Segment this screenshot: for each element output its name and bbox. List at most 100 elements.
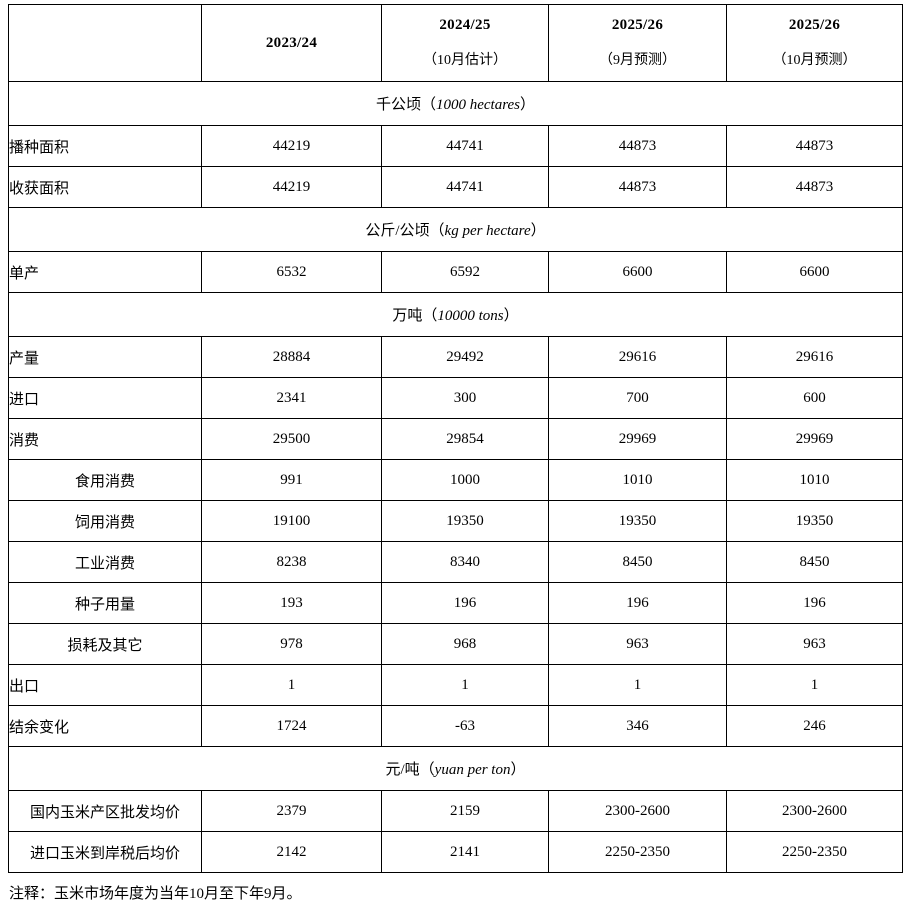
column-header-cell: 2025/26 （10月预测）	[726, 4, 903, 82]
cell-value: 2141	[381, 831, 549, 873]
cell-value: 29969	[548, 418, 727, 460]
cell-value: 346	[548, 705, 727, 747]
row-label: 单产	[8, 251, 202, 293]
cell-value: 978	[201, 623, 382, 665]
cell-value: 29854	[381, 418, 549, 460]
column-year-label: 2025/26	[788, 17, 841, 33]
column-year-label: 2024/25	[439, 17, 491, 33]
unit-label-cell: 公斤/公顷（kg per hectare）	[8, 207, 903, 252]
header-row: 2023/24 2024/25 （10月估计） 2025/26 （9月预测） 2025/2…	[8, 4, 903, 82]
row-label: 饲用消费	[8, 500, 202, 542]
cell-value: 1000	[381, 459, 549, 501]
row-label: 播种面积	[8, 125, 202, 167]
cell-value: 8238	[201, 541, 382, 583]
unit-label-cn: 千公顷（	[375, 97, 436, 113]
row-label: 收获面积	[8, 166, 202, 208]
table-row: 食用消费 991 1000 1010 1010	[8, 459, 903, 501]
column-header-cell: 2024/25 （10月估计）	[381, 4, 549, 82]
cell-value: 44219	[201, 125, 382, 167]
cell-value: 44741	[381, 166, 549, 208]
column-sub-label: （10月估计）	[423, 53, 507, 68]
table-row: 结余变化 1724 -63 346 246	[8, 705, 903, 747]
table-row: 进口 2341 300 700 600	[8, 377, 903, 419]
cell-value: 19100	[201, 500, 382, 542]
cell-value: 2142	[201, 831, 382, 873]
row-label: 产量	[8, 336, 202, 378]
cell-value: 2250-2350	[726, 831, 903, 873]
cell-value: 2300-2600	[548, 790, 727, 832]
cell-value: 44741	[381, 125, 549, 167]
cell-value: 700	[548, 377, 727, 419]
cell-value: 29969	[726, 418, 903, 460]
row-label: 种子用量	[8, 582, 202, 624]
cell-value: 1	[381, 664, 549, 706]
row-label: 出口	[8, 664, 202, 706]
cell-value: 19350	[726, 500, 903, 542]
cell-value: 6600	[726, 251, 903, 293]
unit-section-row: 元/吨（yuan per ton）	[8, 746, 903, 791]
row-label: 进口	[8, 377, 202, 419]
table-row: 出口 1 1 1 1	[8, 664, 903, 706]
cell-value: 2250-2350	[548, 831, 727, 873]
cell-value: 44219	[201, 166, 382, 208]
row-label: 工业消费	[8, 541, 202, 583]
footnote: 注释：玉米市场年度为当年10月至下年9月。	[9, 886, 302, 902]
cell-value: 29616	[548, 336, 727, 378]
cell-value: 2300-2600	[726, 790, 903, 832]
unit-label-close: ）	[520, 97, 536, 113]
cell-value: 29500	[201, 418, 382, 460]
cell-value: 29616	[726, 336, 903, 378]
cell-value: 1	[726, 664, 903, 706]
corn-supply-demand-table: 2023/24 2024/25 （10月估计） 2025/26 （9月预测） 2025/2…	[8, 4, 903, 873]
unit-section-row: 千公顷（1000 hectares）	[8, 81, 903, 126]
cell-value: 29492	[381, 336, 549, 378]
unit-label-en: 10000 tons	[437, 308, 504, 324]
column-year-label: 2023/24	[265, 34, 318, 51]
table-row: 进口玉米到岸税后均价 2142 2141 2250-2350 2250-2350	[8, 831, 903, 873]
unit-label-close: ）	[510, 762, 526, 778]
unit-label-en: yuan per ton	[434, 762, 511, 778]
cell-value: 1010	[726, 459, 903, 501]
row-label: 食用消费	[8, 459, 202, 501]
cell-value: 2341	[201, 377, 382, 419]
row-label: 结余变化	[8, 705, 202, 747]
cell-value: 1	[201, 664, 382, 706]
unit-section-row: 万吨（10000 tons）	[8, 292, 903, 337]
cell-value: 196	[726, 582, 903, 624]
cell-value: 196	[381, 582, 549, 624]
cell-value: 300	[381, 377, 549, 419]
cell-value: 196	[548, 582, 727, 624]
cell-value: 8450	[548, 541, 727, 583]
document-page: 2023/24 2024/25 （10月估计） 2025/26 （9月预测） 2025/2…	[8, 4, 903, 902]
column-header-cell: 2025/26 （9月预测）	[548, 4, 727, 82]
unit-label-cell: 元/吨（yuan per ton）	[8, 746, 903, 791]
table-row: 国内玉米产区批发均价 2379 2159 2300-2600 2300-2600	[8, 790, 903, 832]
cell-value: 1724	[201, 705, 382, 747]
cell-value: 6592	[381, 251, 549, 293]
unit-label-en: 1000 hectares	[435, 97, 520, 113]
table-header: 2023/24 2024/25 （10月估计） 2025/26 （9月预测） 2025/2…	[8, 4, 903, 82]
table-row: 消费 29500 29854 29969 29969	[8, 418, 903, 460]
cell-value: 2379	[201, 790, 382, 832]
cell-value: 6532	[201, 251, 382, 293]
cell-value: 193	[201, 582, 382, 624]
cell-value: 991	[201, 459, 382, 501]
cell-value: 44873	[548, 125, 727, 167]
cell-value: 44873	[726, 125, 903, 167]
cell-value: 968	[381, 623, 549, 665]
unit-section-row: 公斤/公顷（kg per hectare）	[8, 207, 903, 252]
row-label: 进口玉米到岸税后均价	[8, 831, 202, 873]
table-row: 种子用量 193 196 196 196	[8, 582, 903, 624]
row-label: 国内玉米产区批发均价	[8, 790, 202, 832]
column-sub-label: （9月预测）	[599, 53, 676, 68]
unit-label-cn: 元/吨（	[385, 762, 435, 778]
cell-value: 44873	[726, 166, 903, 208]
unit-label-cell: 千公顷（1000 hectares）	[8, 81, 903, 126]
table-row: 单产 6532 6592 6600 6600	[8, 251, 903, 293]
column-sub-label: （10月预测）	[772, 53, 857, 68]
cell-value: 600	[726, 377, 903, 419]
column-header-cell: 2023/24	[201, 4, 382, 82]
column-year-label: 2025/26	[611, 17, 664, 33]
table-row: 工业消费 8238 8340 8450 8450	[8, 541, 903, 583]
cell-value: 19350	[548, 500, 727, 542]
